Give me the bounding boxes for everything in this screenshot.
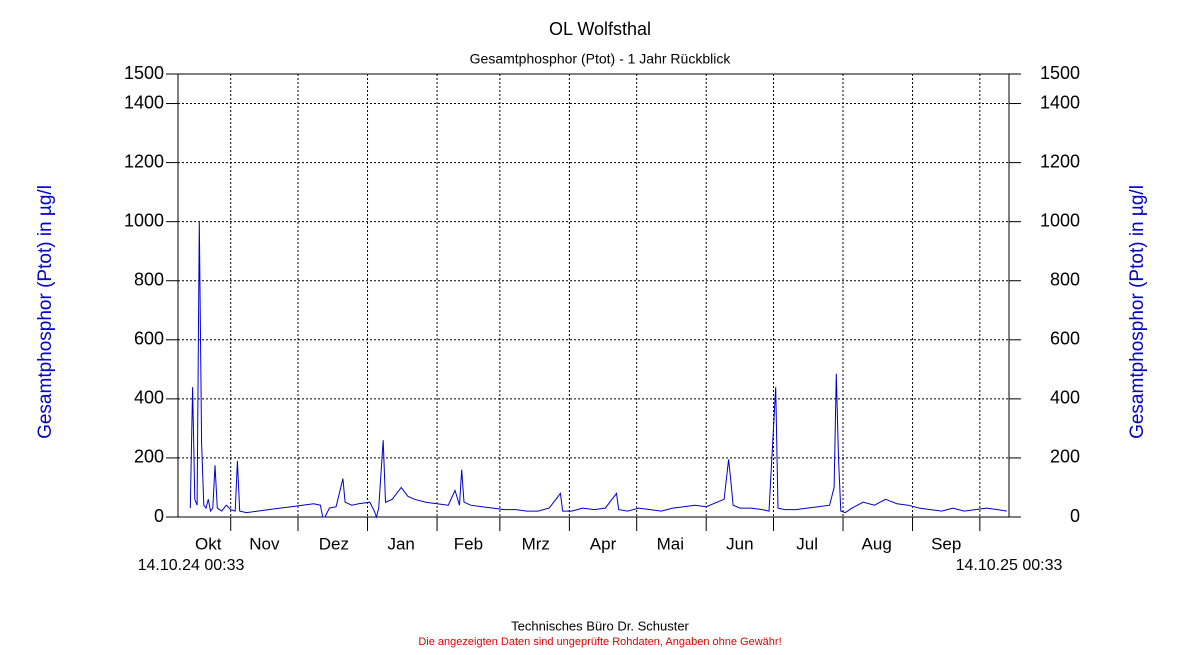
y-tick-label: 400 (134, 388, 164, 408)
y2-tick-label: 1200 (1040, 151, 1080, 171)
chart-title: OL Wolfsthal (549, 19, 651, 39)
x-tick-label: Sep (931, 534, 961, 553)
x-start-label: 14.10.24 00:33 (138, 557, 245, 574)
x-tick-label: Mai (657, 534, 684, 553)
y-tick-label: 1200 (124, 151, 164, 171)
chart-subtitle: Gesamtphosphor (Ptot) - 1 Jahr Rückblick (470, 51, 732, 67)
x-tick-label: Apr (590, 534, 617, 553)
x-tick-label: Dez (319, 534, 349, 553)
x-tick-label: Jun (726, 534, 753, 553)
y2-axis-label: Gesamtphosphor (Ptot) in µg/l (1127, 185, 1148, 439)
y2-tick-label: 1000 (1040, 210, 1080, 230)
x-tick-label: Jan (387, 534, 414, 553)
y2-tick-label: 1400 (1040, 92, 1080, 112)
y2-tick-label: 400 (1050, 388, 1080, 408)
y-axis-label: Gesamtphosphor (Ptot) in µg/l (35, 185, 56, 439)
x-tick-label: Nov (249, 534, 280, 553)
x-tick-label: Jul (796, 534, 818, 553)
disclaimer: Die angezeigten Daten sind ungeprüfte Ro… (418, 636, 781, 648)
footer: Technisches Büro Dr. Schuster (511, 618, 689, 633)
y-tick-label: 200 (134, 447, 164, 467)
y-tick-label: 1400 (124, 92, 164, 112)
y2-tick-label: 0 (1070, 506, 1080, 526)
y-tick-label: 600 (134, 329, 164, 349)
x-tick-label: Okt (195, 534, 222, 553)
y2-tick-label: 200 (1050, 447, 1080, 467)
y2-tick-label: 1500 (1040, 63, 1080, 83)
y-tick-label: 0 (154, 506, 164, 526)
y-tick-label: 1500 (124, 63, 164, 83)
data-line (189, 221, 1007, 519)
plot-frame (177, 73, 1010, 518)
x-tick-label: Mrz (522, 534, 550, 553)
y-tick-label: 800 (134, 269, 164, 289)
x-tick-label: Aug (862, 534, 892, 553)
y2-tick-label: 600 (1050, 329, 1080, 349)
x-tick-label: Feb (454, 534, 483, 553)
y-tick-label: 1000 (124, 210, 164, 230)
x-end-label: 14.10.25 00:33 (956, 557, 1063, 574)
y2-tick-label: 800 (1050, 269, 1080, 289)
